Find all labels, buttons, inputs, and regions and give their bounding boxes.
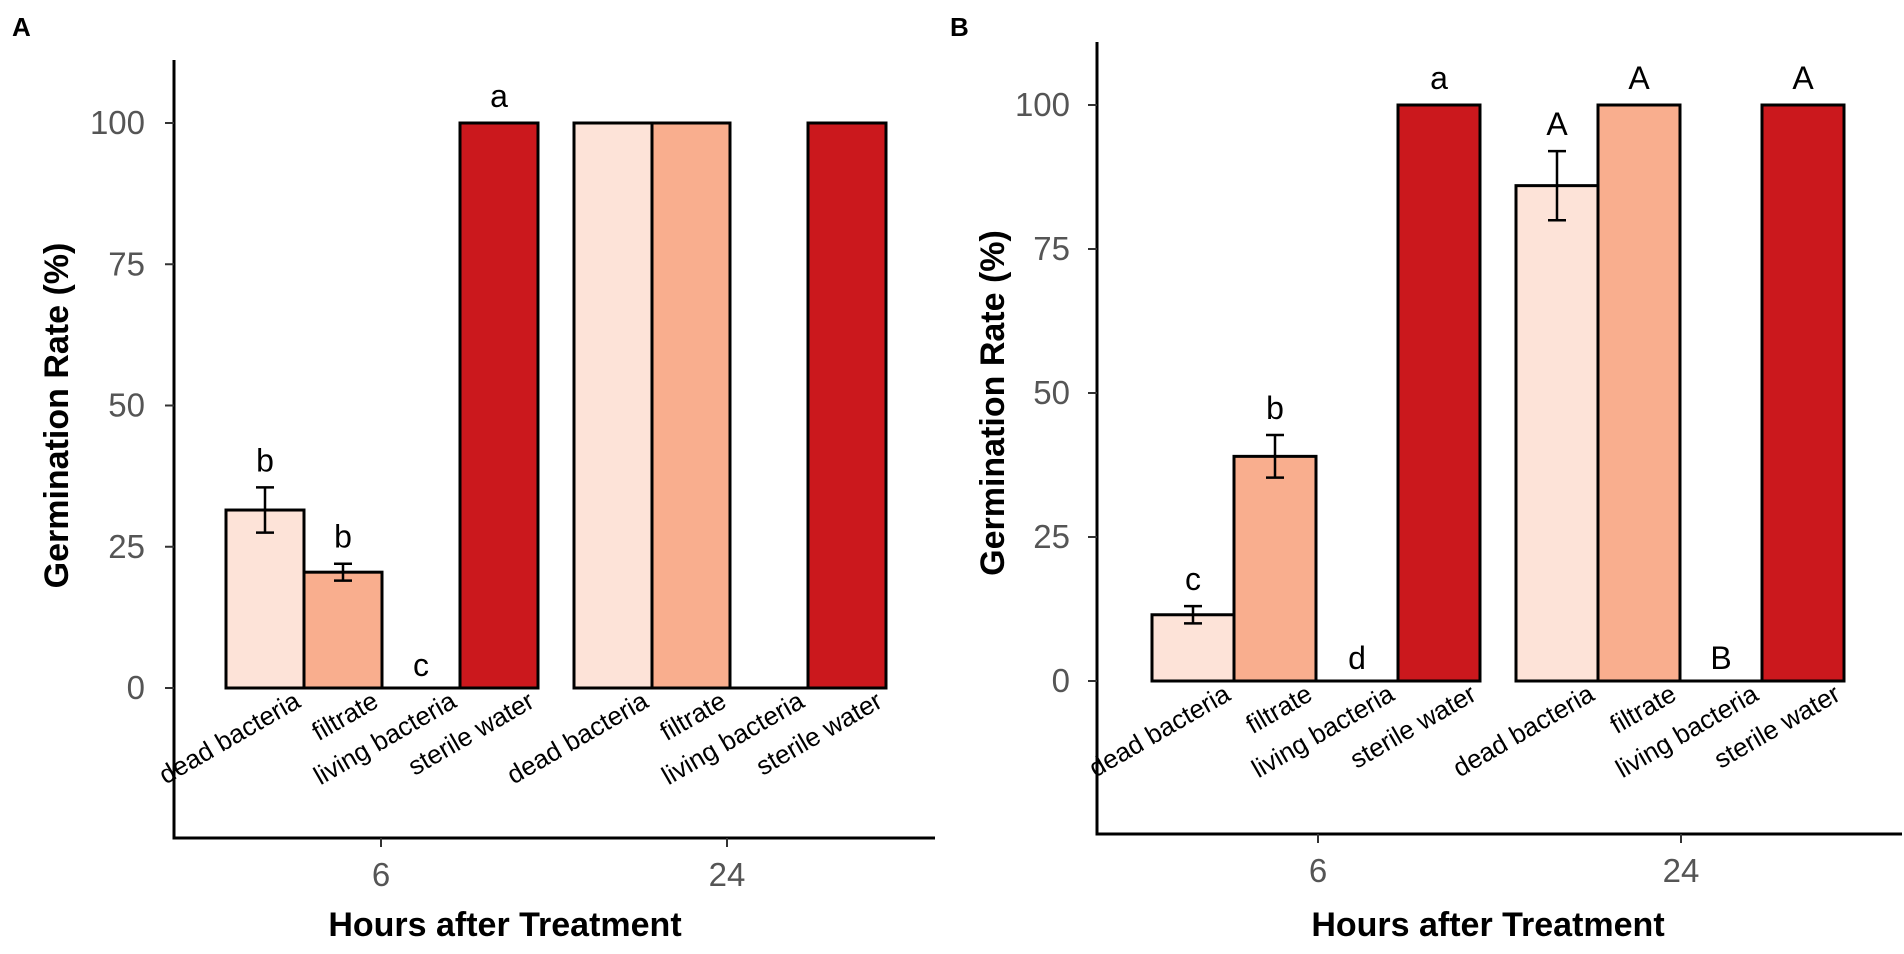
significance-letter: b — [334, 519, 352, 555]
significance-letter: a — [490, 78, 508, 114]
y-tick-label: 0 — [1052, 662, 1070, 699]
bar — [572, 121, 654, 690]
bar — [650, 121, 732, 690]
x-axis-title: Hours after Treatment — [1311, 906, 1664, 944]
y-tick-label: 50 — [1033, 374, 1070, 411]
bar-category-label: dead bacteria — [154, 685, 306, 790]
x-group-label: 24 — [1663, 852, 1700, 889]
bar — [302, 570, 384, 690]
y-tick-label: 75 — [108, 245, 145, 282]
significance-letter: a — [1430, 60, 1448, 96]
bar — [458, 121, 540, 690]
significance-letter: b — [256, 442, 274, 478]
panel-a: A 0 25 50 75 100 Germination Rate (%) Hours aft… — [12, 12, 935, 944]
bar — [1596, 103, 1682, 683]
x-group-label: 6 — [372, 856, 390, 893]
significance-letter: b — [1266, 390, 1284, 426]
bar — [224, 508, 306, 690]
x-axis-title: Hours after Treatment — [328, 906, 681, 944]
significance-letter: B — [1710, 640, 1731, 676]
significance-letter: d — [1348, 640, 1366, 676]
panel-letter: A — [12, 12, 31, 42]
y-axis-title: Germination Rate (%) — [974, 230, 1012, 576]
panel-b: B 0 25 50 75 100 Germination Rate (%) Hours aft… — [950, 12, 1902, 944]
y-tick-label: 0 — [127, 669, 145, 706]
x-group-label: 24 — [709, 856, 746, 893]
y-tick-label: 25 — [108, 528, 145, 565]
y-tick-label: 50 — [108, 387, 145, 424]
bar — [806, 121, 888, 690]
significance-letter: c — [413, 647, 429, 683]
y-tick-label: 100 — [1015, 86, 1070, 123]
significance-letter: A — [1628, 60, 1650, 96]
y-tick-label: 25 — [1033, 518, 1070, 555]
bar — [1150, 613, 1236, 683]
significance-letter: A — [1546, 106, 1568, 142]
significance-letter: A — [1792, 60, 1814, 96]
x-group-label: 6 — [1309, 852, 1327, 889]
bar — [1514, 184, 1600, 683]
panel-letter: B — [950, 12, 969, 42]
y-tick-label: 75 — [1033, 230, 1070, 267]
significance-letter: c — [1185, 561, 1201, 597]
bar — [1232, 454, 1318, 683]
bar-category-label: dead bacteria — [1084, 678, 1236, 783]
bar — [1760, 103, 1846, 683]
y-axis-title: Germination Rate (%) — [38, 243, 76, 589]
y-tick-label: 100 — [90, 104, 145, 141]
bar — [1396, 103, 1482, 683]
